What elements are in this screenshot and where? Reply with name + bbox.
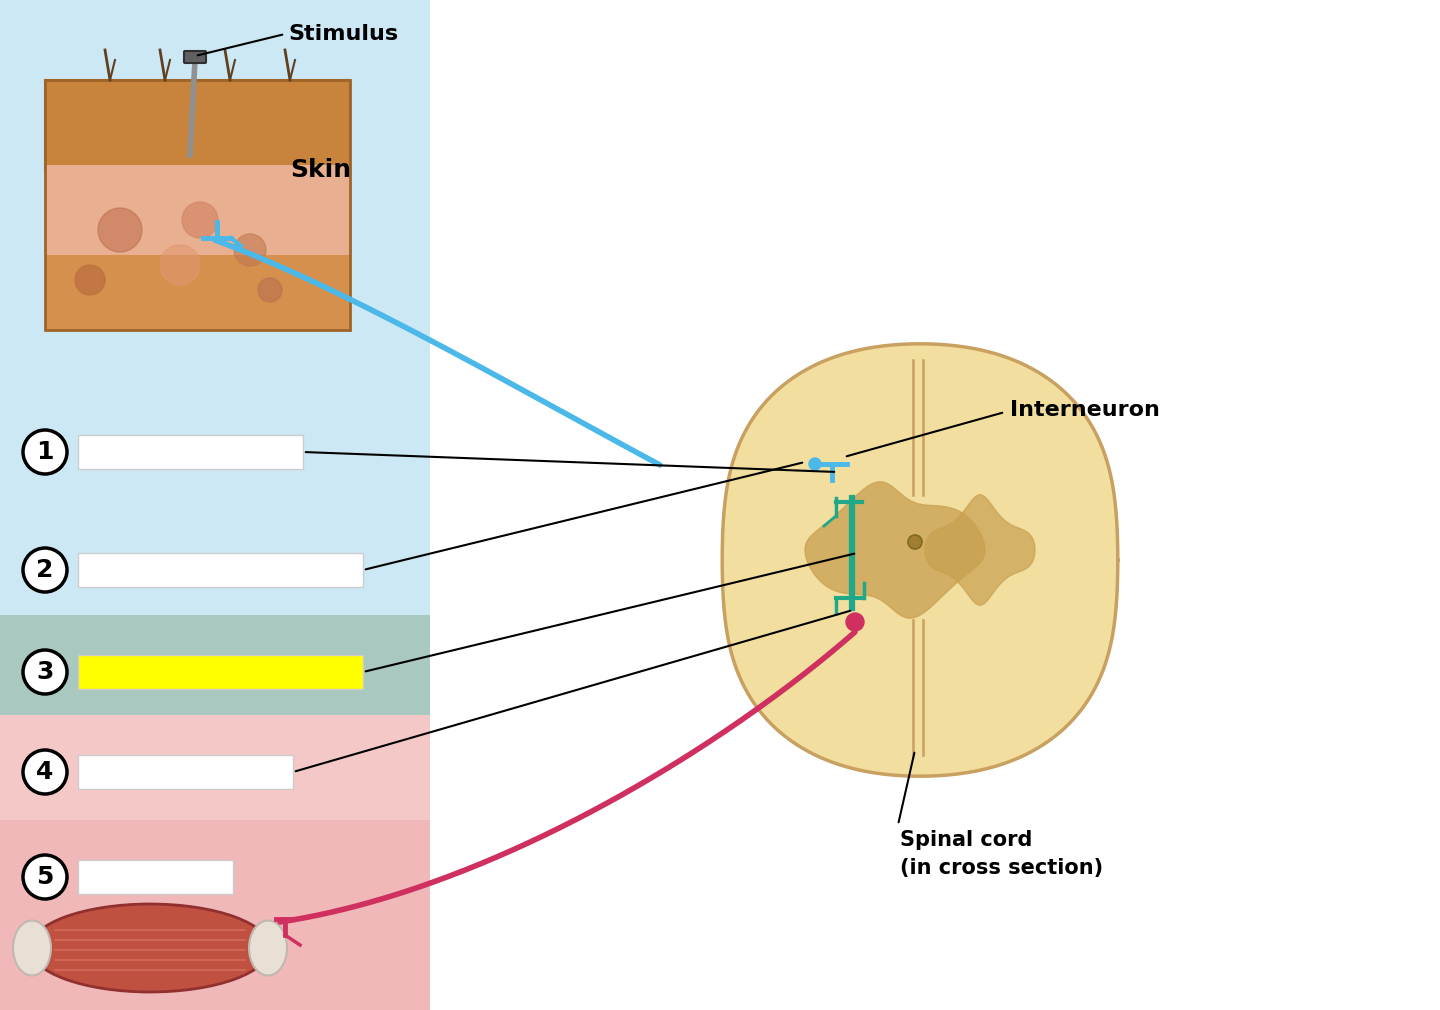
FancyBboxPatch shape [45,80,350,170]
Text: 2: 2 [36,558,53,582]
FancyBboxPatch shape [0,715,431,825]
Text: 5: 5 [36,865,53,889]
Circle shape [23,855,68,899]
Circle shape [181,202,217,238]
FancyBboxPatch shape [78,655,363,689]
Circle shape [160,245,200,285]
Polygon shape [723,343,1117,777]
FancyBboxPatch shape [45,165,350,260]
Circle shape [23,750,68,794]
FancyBboxPatch shape [78,435,302,469]
Text: Skin: Skin [289,158,351,182]
FancyBboxPatch shape [78,755,292,789]
Circle shape [23,548,68,592]
Circle shape [233,234,266,266]
Ellipse shape [30,904,271,992]
Polygon shape [805,482,985,618]
Text: (in cross section): (in cross section) [900,858,1103,878]
FancyBboxPatch shape [0,515,431,620]
Circle shape [909,535,922,549]
Circle shape [23,430,68,474]
FancyBboxPatch shape [184,50,206,63]
FancyBboxPatch shape [0,820,431,1010]
FancyBboxPatch shape [0,615,431,720]
Circle shape [809,458,821,470]
Text: 4: 4 [36,760,53,784]
Text: Interneuron: Interneuron [1009,400,1159,420]
Text: 1: 1 [36,440,53,464]
FancyBboxPatch shape [78,553,363,587]
Circle shape [98,208,143,252]
Circle shape [75,265,105,295]
FancyBboxPatch shape [45,255,350,330]
Ellipse shape [13,920,50,976]
Text: Stimulus: Stimulus [288,24,397,44]
Circle shape [847,613,864,631]
Text: Spinal cord: Spinal cord [900,830,1032,850]
Text: 3: 3 [36,660,53,684]
Ellipse shape [249,920,287,976]
FancyBboxPatch shape [78,860,233,894]
FancyBboxPatch shape [0,0,431,520]
Circle shape [23,650,68,694]
Circle shape [258,278,282,302]
Polygon shape [924,495,1035,605]
